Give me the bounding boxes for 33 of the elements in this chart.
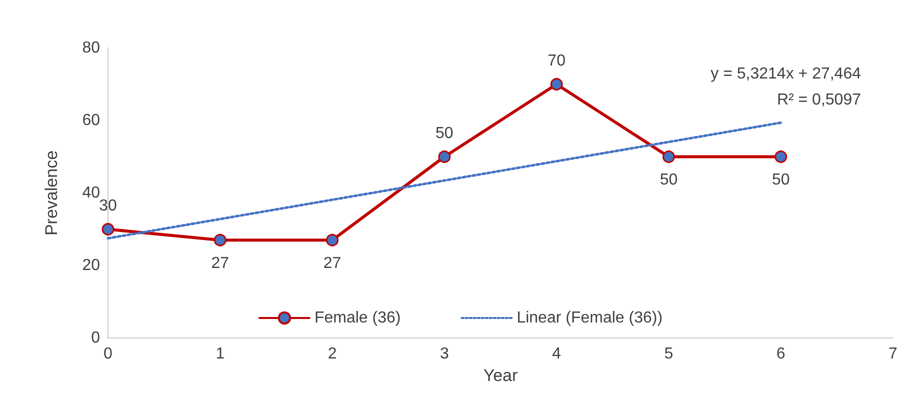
data-label: 50: [772, 172, 790, 188]
data-label: 50: [660, 172, 678, 188]
x-tick-label: 5: [664, 346, 674, 362]
point: [102, 223, 114, 236]
x-tick-label: 1: [216, 346, 225, 362]
annotation: R² = 0,5097: [776, 92, 862, 108]
y-tick-label: 80: [82, 40, 100, 56]
x-tick-label: 7: [888, 346, 898, 362]
data-label: 27: [323, 254, 342, 272]
x-axis-title: Year: [483, 366, 518, 385]
point: [214, 234, 226, 246]
x-tick-label: 3: [440, 346, 449, 362]
y-axis-title: Prevalence: [42, 150, 61, 236]
data-label: 27: [211, 254, 230, 272]
legend-label: Female (36): [314, 310, 401, 326]
x-tick-label: 4: [552, 346, 562, 362]
legend-label: Linear (Female (36)): [516, 310, 663, 326]
data-label: 70: [548, 52, 566, 70]
data-label: 50: [436, 125, 454, 142]
point: [438, 150, 451, 163]
point: [326, 234, 339, 246]
y-tick-label: 20: [82, 257, 100, 274]
y-tick-label: 40: [82, 184, 100, 202]
point: [550, 78, 563, 90]
x-tick-label: 2: [328, 346, 337, 362]
x-tick-label: 0: [104, 346, 113, 362]
y-tick-label: 0: [91, 330, 100, 346]
x-tick-label: 6: [776, 346, 786, 362]
annotation: y = 5,3214x + 27,464: [710, 66, 862, 82]
y-tick-label: 60: [82, 112, 100, 129]
point: [774, 150, 788, 163]
data-label: 30: [99, 198, 117, 214]
point: [662, 150, 675, 163]
